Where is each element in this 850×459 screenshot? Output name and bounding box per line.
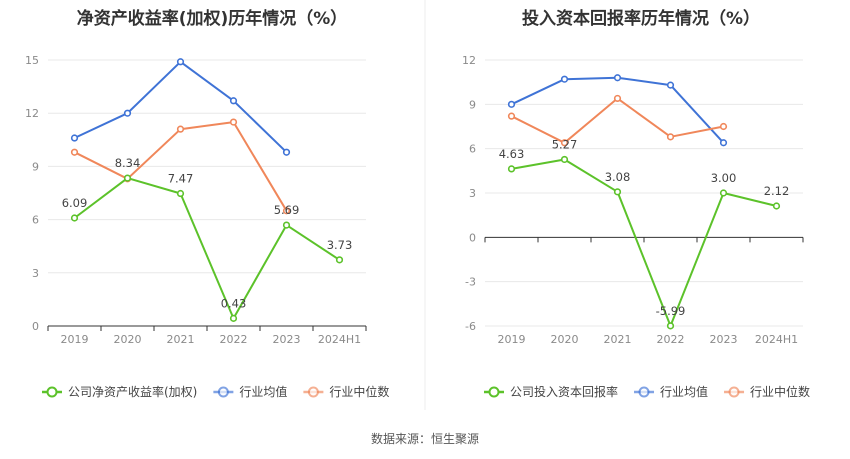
data-point [719, 189, 728, 197]
data-point [719, 122, 728, 131]
legend-item: 行业中位数 [303, 384, 389, 399]
data-point [666, 81, 675, 89]
data-point [70, 148, 79, 156]
x-tick-label: 2024H1 [755, 333, 798, 346]
y-tick-label: 12 [25, 107, 39, 120]
legend-label: 公司投入资本回报率 [510, 384, 618, 399]
data-point [123, 109, 132, 117]
data-point [282, 221, 291, 229]
y-tick-label: 3 [32, 267, 39, 280]
legend-item: 行业均值 [634, 384, 708, 399]
legend-item: 行业中位数 [724, 384, 810, 399]
data-label: 6.09 [62, 196, 88, 210]
data-point [613, 74, 622, 82]
y-tick-label: 0 [469, 231, 476, 244]
x-tick-label: 2020 [114, 333, 142, 346]
source-note: 数据来源：恒生聚源 [371, 431, 479, 446]
data-point [229, 314, 238, 322]
x-tick-label: 2023 [273, 333, 301, 346]
y-tick-label: 3 [469, 187, 476, 200]
data-point [719, 139, 728, 147]
data-point [335, 256, 344, 264]
data-point [507, 100, 516, 108]
data-label: 4.63 [499, 147, 525, 161]
legend-item: 公司净资产收益率(加权) [42, 384, 197, 399]
data-point [507, 112, 516, 120]
data-point [176, 189, 185, 198]
data-point [613, 188, 622, 196]
data-label: 3.00 [711, 171, 737, 185]
x-tick-label: 2020 [551, 333, 579, 346]
data-label: 5.27 [552, 137, 578, 151]
data-point [229, 97, 238, 105]
y-tick-label: 0 [32, 320, 39, 333]
data-point [176, 125, 185, 133]
y-tick-label: 15 [25, 54, 39, 67]
data-point [613, 94, 622, 103]
legend-item: 公司投入资本回报率 [484, 384, 618, 399]
x-tick-label: 2019 [61, 333, 89, 346]
legend-swatch-marker [46, 386, 58, 398]
y-tick-label: -3 [465, 276, 476, 289]
data-point [123, 174, 132, 182]
data-point [666, 133, 675, 141]
chart-title: 净资产收益率(加权)历年情况（%） [77, 8, 348, 29]
legend-label: 公司净资产收益率(加权) [68, 384, 197, 399]
data-point [560, 155, 569, 164]
y-tick-label: 12 [462, 54, 476, 67]
data-label: 0.43 [221, 296, 247, 310]
y-tick-label: 6 [32, 214, 39, 227]
data-point [560, 139, 569, 147]
data-label: 3.73 [327, 238, 353, 252]
x-tick-label: 2022 [220, 333, 248, 346]
legend-item: 行业均值 [213, 384, 287, 399]
legend-label: 行业均值 [660, 384, 708, 399]
data-point [666, 322, 675, 330]
data-point [772, 202, 781, 210]
legend-swatch-marker [307, 386, 319, 398]
data-point [70, 134, 79, 142]
x-tick-label: 2022 [657, 333, 685, 346]
data-point [507, 165, 516, 173]
y-tick-label: 9 [32, 160, 39, 173]
data-label: 3.08 [605, 170, 631, 184]
series-line [511, 158, 777, 327]
chart-title: 投入资本回报率历年情况（%） [522, 8, 760, 29]
legend-swatch-marker [488, 386, 500, 398]
y-tick-label: 9 [469, 98, 476, 111]
data-label: -5.99 [656, 304, 686, 318]
data-point [70, 214, 79, 222]
data-label: 7.47 [168, 172, 194, 186]
series-line [73, 177, 341, 320]
x-tick-label: 2019 [498, 333, 526, 346]
data-point [229, 118, 238, 126]
x-tick-label: 2023 [710, 333, 738, 346]
legend-swatch-marker [638, 386, 650, 398]
x-tick-label: 2021 [604, 333, 632, 346]
data-point [282, 148, 291, 156]
data-label: 2.12 [764, 184, 790, 198]
data-label: 8.34 [115, 156, 141, 170]
chart-panel-2: 投入资本回报率历年情况（%） -6 -3 0 3 6 9 12 2019 2020 2021 2022… [462, 8, 810, 399]
chart-panel-1: 净资产收益率(加权)历年情况（%） 0 3 6 9 12 15 2019 2020 2021 202… [25, 8, 389, 399]
legend-label: 行业中位数 [750, 384, 810, 399]
data-point [560, 75, 569, 83]
series-line [74, 60, 288, 153]
data-label: 5.69 [274, 203, 300, 217]
legend-label: 行业中位数 [329, 384, 389, 399]
legend-swatch-marker [217, 386, 229, 398]
legend-label: 行业均值 [239, 384, 287, 399]
y-tick-label: 6 [469, 143, 476, 156]
y-tick-label: -6 [465, 320, 476, 333]
x-tick-label: 2024H1 [318, 333, 361, 346]
data-point [176, 58, 185, 66]
series-line [511, 97, 724, 144]
x-tick-label: 2021 [167, 333, 195, 346]
legend-swatch-marker [728, 386, 740, 398]
data-point [282, 207, 291, 215]
